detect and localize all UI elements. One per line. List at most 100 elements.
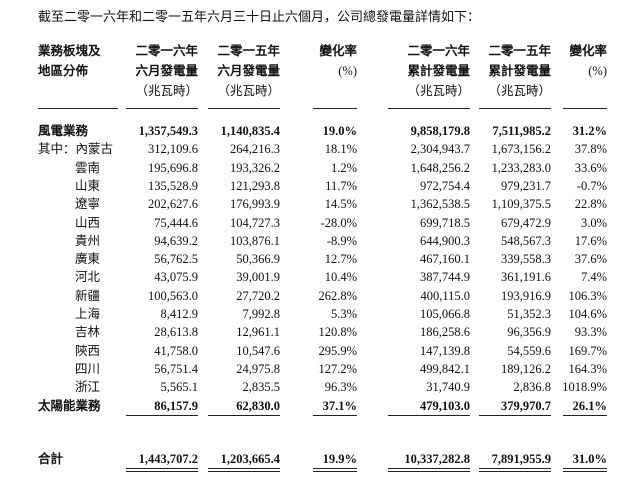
cell: 387,744.9 bbox=[420, 270, 470, 285]
cell: 12.7% bbox=[324, 252, 357, 267]
cell: 5.3% bbox=[330, 307, 357, 321]
cell: 106.3% bbox=[568, 288, 607, 303]
cell: 93.3% bbox=[574, 325, 607, 340]
header-cell: 地區分佈 bbox=[38, 64, 89, 78]
cell: 467,160.1 bbox=[420, 252, 470, 267]
cell: 2,304,943.7 bbox=[410, 142, 470, 157]
total-rule bbox=[126, 468, 198, 469]
cell: 1,648,256.2 bbox=[410, 160, 470, 175]
cell: 105,066.8 bbox=[420, 307, 470, 321]
cell: 8,412.9 bbox=[160, 307, 199, 321]
total-cell: 19.9% bbox=[322, 452, 357, 466]
cell: 41,758.0 bbox=[154, 343, 198, 358]
row-label: 山西 bbox=[75, 215, 101, 230]
cell: 14.5% bbox=[324, 197, 357, 212]
total-rule bbox=[388, 468, 470, 469]
cell: 1,140,835.4 bbox=[220, 124, 280, 138]
header-cell: （兆瓦時） bbox=[407, 84, 470, 98]
row-label: 上海 bbox=[75, 307, 101, 321]
cell: 22.8% bbox=[574, 197, 607, 212]
cell: 379,970.7 bbox=[501, 398, 551, 413]
cell: 1,673,156.2 bbox=[491, 142, 551, 157]
header-cell: 六月發電量 bbox=[217, 64, 280, 78]
header-cell: (%) bbox=[338, 64, 357, 78]
cell: 312,109.6 bbox=[148, 142, 198, 157]
row-label: 風電業務 bbox=[38, 124, 89, 138]
cell: 2,836.8 bbox=[513, 380, 552, 395]
row-label: 山東 bbox=[75, 178, 101, 193]
row-label: 吉林 bbox=[75, 325, 101, 340]
header-rule bbox=[563, 108, 607, 109]
cell: 37.8% bbox=[574, 142, 607, 157]
header-cell: 累計發電量 bbox=[488, 64, 551, 78]
sum-rule bbox=[126, 414, 198, 416]
header-cell: 二零一六年 bbox=[135, 44, 198, 58]
row-label: 浙江 bbox=[75, 380, 101, 395]
total-cell: 7,891,955.9 bbox=[491, 452, 551, 466]
cell: -0.7% bbox=[576, 178, 607, 193]
header-cell: 二零一六年 bbox=[407, 44, 470, 58]
cell: 56,762.5 bbox=[154, 252, 198, 267]
sum-rule bbox=[313, 414, 357, 416]
sum-rule bbox=[563, 414, 607, 416]
cell: 11.7% bbox=[325, 178, 357, 193]
header-cell: （兆瓦時） bbox=[217, 84, 280, 98]
row-label: 其中：內蒙古 bbox=[38, 142, 114, 157]
cell: 3.0% bbox=[580, 215, 607, 230]
cell: 147,139.8 bbox=[420, 343, 470, 358]
cell: 121,293.8 bbox=[230, 178, 280, 193]
cell: 264,216.3 bbox=[230, 142, 280, 157]
header-rule bbox=[479, 108, 551, 109]
cell: 56,751.4 bbox=[154, 361, 198, 376]
cell: 193,916.9 bbox=[501, 288, 551, 303]
cell: 10.4% bbox=[324, 270, 357, 285]
cell: 339,558.3 bbox=[501, 252, 551, 267]
total-rule bbox=[479, 468, 551, 469]
cell: 31.2% bbox=[572, 124, 607, 138]
cell: 31,740.9 bbox=[426, 380, 470, 395]
cell: 5,565.1 bbox=[160, 380, 199, 395]
header-cell: 累計發電量 bbox=[407, 64, 470, 78]
cell: 96,356.9 bbox=[507, 325, 551, 340]
cell: 7,992.8 bbox=[242, 307, 281, 321]
cell: 24,975.8 bbox=[236, 361, 280, 376]
header-cell: 變化率 bbox=[319, 44, 357, 58]
cell: 43,075.9 bbox=[154, 270, 198, 285]
cell: 135,528.9 bbox=[148, 178, 198, 193]
header-cell: 六月發電量 bbox=[135, 64, 198, 78]
total-cell: 10,337,282.8 bbox=[404, 452, 470, 466]
total-cell: 31.0% bbox=[572, 452, 607, 466]
header-rule bbox=[126, 108, 198, 109]
cell: 361,191.6 bbox=[501, 270, 551, 285]
total-rule bbox=[388, 471, 470, 472]
total-cell: 1,203,665.4 bbox=[220, 452, 280, 466]
cell: 1,362,538.5 bbox=[410, 197, 470, 212]
cell: 28,613.8 bbox=[154, 325, 198, 340]
total-rule bbox=[126, 471, 198, 472]
total-cell: 1,443,707.2 bbox=[138, 452, 198, 466]
cell: 120.8% bbox=[318, 325, 357, 340]
cell: 644,900.3 bbox=[420, 233, 470, 248]
header-cell: (%) bbox=[588, 64, 607, 78]
cell: 1018.9% bbox=[562, 380, 607, 395]
cell: 33.6% bbox=[574, 160, 607, 175]
cell: 75,444.6 bbox=[154, 215, 198, 230]
total-rule bbox=[208, 468, 280, 469]
cell: 699,718.5 bbox=[420, 215, 470, 230]
row-label: 太陽能業務 bbox=[38, 398, 101, 413]
cell: 19.0% bbox=[322, 124, 357, 138]
cell: -8.9% bbox=[326, 233, 357, 248]
total-rule bbox=[479, 471, 551, 472]
cell: 186,258.6 bbox=[420, 325, 470, 340]
cell: 94,639.2 bbox=[154, 233, 198, 248]
cell: 127.2% bbox=[318, 361, 357, 376]
cell: 979,231.7 bbox=[501, 178, 551, 193]
row-label: 貴州 bbox=[75, 233, 101, 248]
cell: 2,835.5 bbox=[242, 380, 281, 395]
cell: 27,720.2 bbox=[236, 288, 280, 303]
cell: 295.9% bbox=[318, 343, 357, 358]
cell: 104,727.3 bbox=[230, 215, 280, 230]
cell: 18.1% bbox=[324, 142, 357, 157]
sum-rule bbox=[479, 414, 551, 416]
cell: 96.3% bbox=[324, 380, 357, 395]
